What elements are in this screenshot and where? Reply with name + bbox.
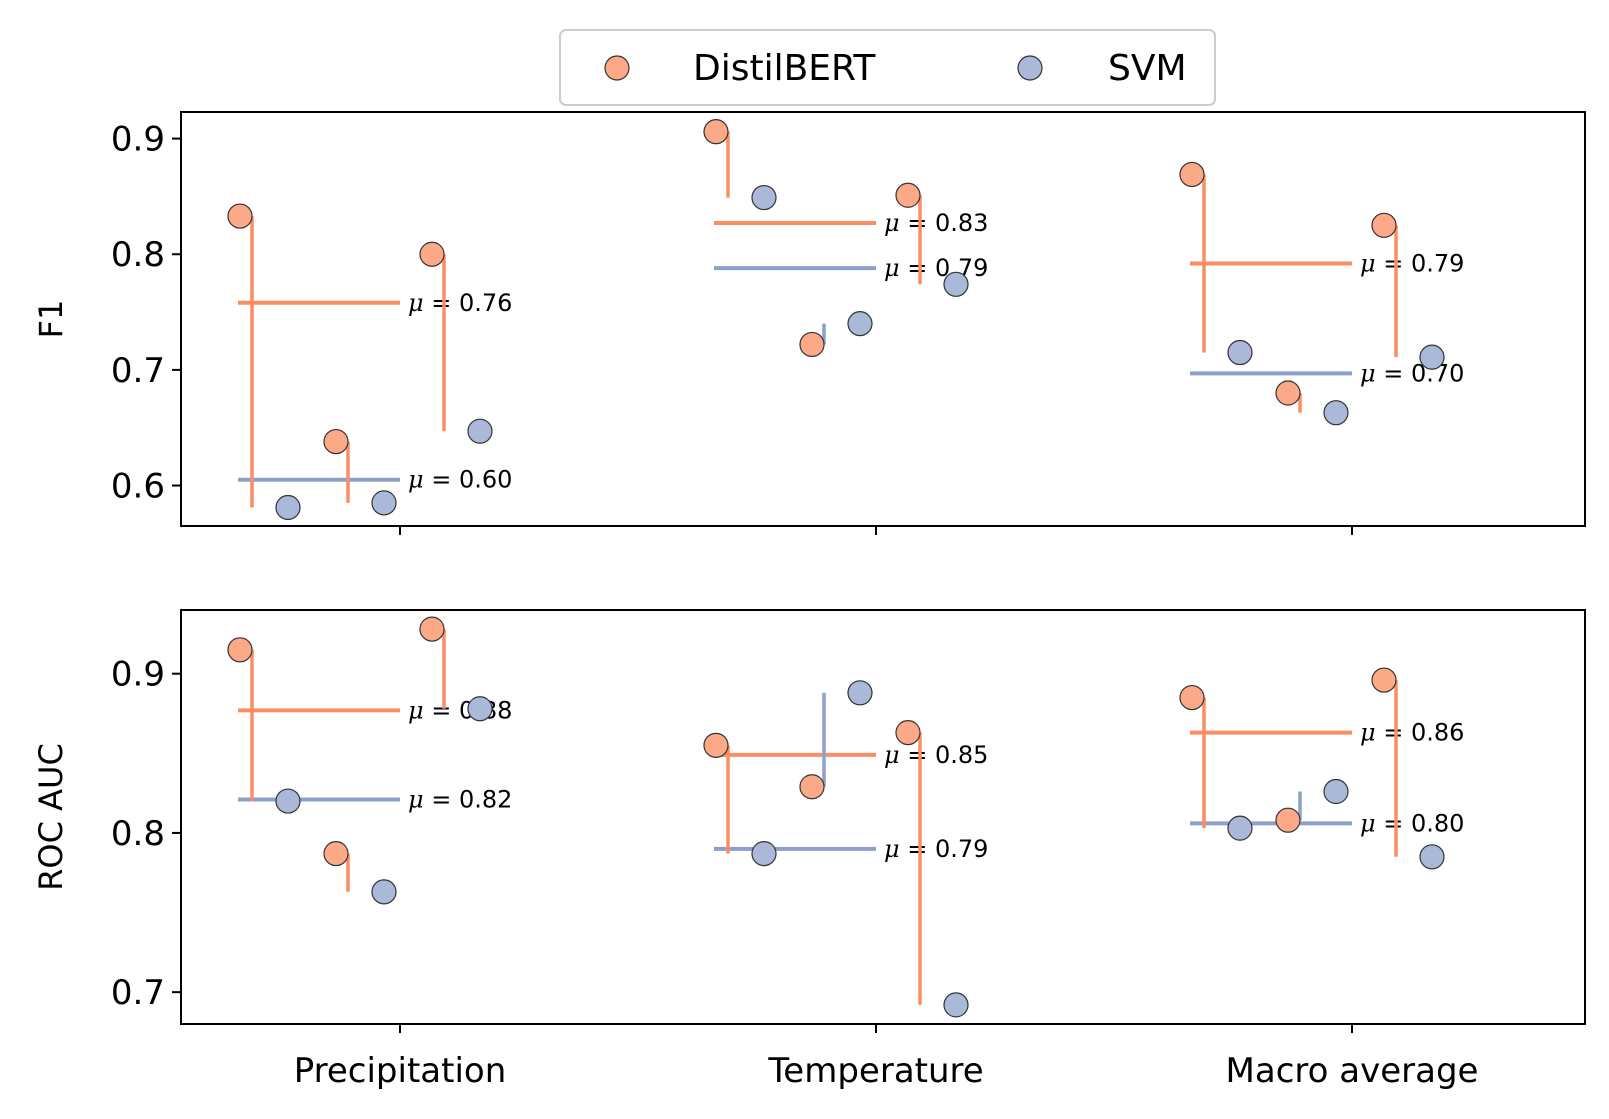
point-svm — [1227, 339, 1253, 366]
point-distilbert — [703, 119, 729, 145]
point-distilbert — [1371, 212, 1397, 238]
point-distilbert — [703, 732, 729, 758]
point-distilbert — [895, 182, 921, 208]
mean-label-svm: μ = 0.79 — [884, 254, 988, 282]
panel-roc-auc: 0.7 0.8 0.9 ROC AUC Precipitation Temperature… — [32, 609, 1586, 1091]
axes-frame — [180, 609, 1586, 1025]
mean-label-svm: μ = 0.80 — [1360, 809, 1464, 837]
legend-frame — [559, 29, 1216, 106]
mean-label-distilbert: μ = 0.79 — [1360, 249, 1464, 277]
legend-marker-distilbert — [604, 55, 630, 81]
point-distilbert — [419, 616, 445, 642]
point-svm — [371, 879, 397, 905]
point-svm — [1419, 344, 1445, 370]
category-group: μ = 0.86 μ = 0.80 — [1179, 667, 1464, 870]
category-group: μ = 0.76 μ = 0.60 — [227, 203, 512, 521]
category-group: μ = 0.85 μ = 0.79 — [703, 680, 988, 1018]
point-svm — [371, 490, 397, 516]
point-distilbert — [323, 428, 349, 455]
point-distilbert — [419, 241, 445, 267]
point-svm — [1323, 778, 1349, 805]
mean-label-distilbert: μ = 0.86 — [1360, 719, 1464, 747]
point-distilbert — [799, 331, 825, 358]
panel-f1: 0.60.70.80.9F1 μ = 0.76μ = 0.60μ = 0.83μ … — [32, 111, 1586, 535]
point-distilbert — [227, 637, 253, 663]
mean-label-svm: μ = 0.82 — [408, 785, 512, 813]
point-svm — [847, 311, 873, 337]
x-tick-label: Temperature — [767, 1051, 983, 1091]
point-svm — [1323, 400, 1349, 426]
point-distilbert — [1275, 807, 1301, 833]
category-group: μ = 0.83 μ = 0.79 — [703, 119, 988, 358]
point-distilbert — [1179, 684, 1205, 711]
category-group: μ = 0.88 μ = 0.82 — [227, 616, 512, 905]
point-svm — [467, 696, 493, 722]
point-svm — [275, 788, 301, 814]
point-svm — [467, 418, 493, 444]
y-tick-label: 0.9 — [111, 655, 165, 695]
y-tick-label: 0.7 — [111, 973, 165, 1013]
point-svm — [1419, 844, 1445, 870]
x-tick-label: Macro average — [1226, 1051, 1479, 1091]
mean-label-svm: μ = 0.70 — [1360, 359, 1464, 387]
y-tick-label: 0.7 — [111, 351, 165, 391]
point-svm — [943, 271, 969, 297]
point-svm — [847, 680, 873, 706]
y-axis-label: ROC AUC — [32, 743, 70, 891]
point-distilbert — [1275, 380, 1301, 406]
mean-label-distilbert: μ = 0.76 — [408, 289, 512, 317]
y-axis-label: F1 — [32, 300, 70, 339]
point-distilbert — [227, 203, 253, 229]
y-tick-label: 0.9 — [111, 120, 165, 160]
mean-label-svm: μ = 0.79 — [884, 835, 988, 863]
point-distilbert — [323, 841, 349, 867]
point-distilbert — [1179, 161, 1205, 188]
point-svm — [1227, 815, 1253, 841]
y-tick-label: 0.8 — [111, 235, 165, 275]
mean-label-distilbert: μ = 0.88 — [408, 696, 512, 724]
point-svm — [751, 841, 777, 867]
x-tick-label: Precipitation — [294, 1051, 507, 1091]
y-tick-label: 0.6 — [111, 467, 165, 507]
mean-label-svm: μ = 0.60 — [408, 466, 512, 494]
legend-label-svm: SVM — [1108, 48, 1187, 89]
point-svm — [751, 184, 777, 211]
legend-marker-svm — [1017, 55, 1043, 81]
mean-label-distilbert: μ = 0.85 — [884, 741, 988, 769]
legend: DistilBERT SVM — [559, 29, 1216, 106]
point-svm — [275, 494, 301, 521]
category-group: μ = 0.79 μ = 0.70 — [1179, 161, 1464, 426]
point-distilbert — [895, 720, 921, 746]
mean-label-distilbert: μ = 0.83 — [884, 209, 988, 237]
y-tick-label: 0.8 — [111, 814, 165, 854]
legend-label-distilbert: DistilBERT — [693, 48, 876, 89]
axes-frame — [180, 111, 1586, 527]
point-distilbert — [1371, 667, 1397, 693]
point-distilbert — [799, 774, 825, 800]
point-svm — [943, 992, 969, 1018]
